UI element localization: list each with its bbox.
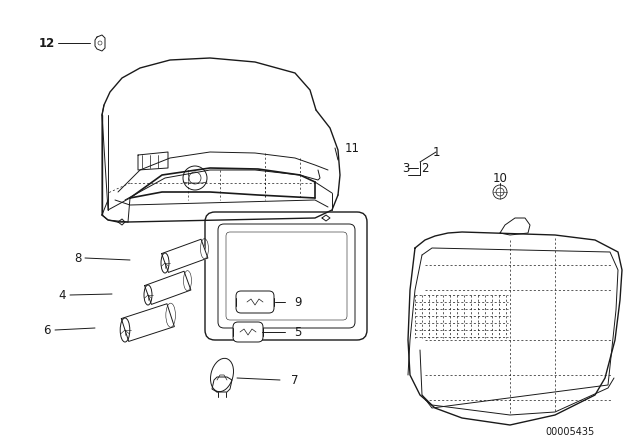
Text: 2: 2 [421,161,429,175]
Text: 7: 7 [291,374,299,387]
Text: 3: 3 [403,161,410,175]
Text: 00005435: 00005435 [546,427,595,437]
FancyBboxPatch shape [236,291,274,313]
Text: 1: 1 [432,146,440,159]
Text: 10: 10 [493,172,508,185]
Ellipse shape [120,318,130,342]
Text: 9: 9 [294,296,301,309]
Text: 11: 11 [344,142,360,155]
Text: 4: 4 [58,289,66,302]
Text: 6: 6 [44,323,51,336]
Text: 8: 8 [74,251,82,264]
Polygon shape [408,232,622,425]
Text: 5: 5 [294,326,301,339]
Polygon shape [122,304,174,341]
Ellipse shape [211,358,234,392]
Polygon shape [161,239,208,272]
Ellipse shape [161,253,169,273]
Ellipse shape [144,285,152,305]
Polygon shape [145,271,191,304]
Text: 12: 12 [39,36,55,49]
FancyBboxPatch shape [205,212,367,340]
FancyBboxPatch shape [233,322,263,342]
